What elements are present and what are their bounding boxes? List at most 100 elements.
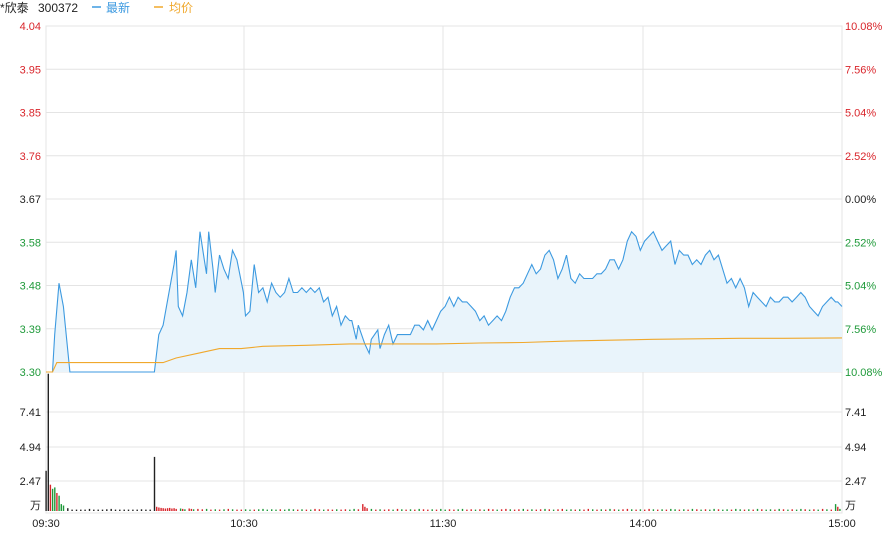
time-tick-label: 14:00 xyxy=(629,518,657,530)
volume-bar xyxy=(357,509,360,511)
volume-bar xyxy=(579,509,581,511)
average-price-line xyxy=(46,337,843,373)
volume-bar xyxy=(466,509,468,511)
volume-unit-label: 万 xyxy=(845,500,856,512)
volume-bar xyxy=(748,509,750,511)
price-plot xyxy=(46,230,843,373)
time-tick-label: 15:00 xyxy=(828,518,856,530)
volume-bar xyxy=(661,509,663,511)
volume-bar xyxy=(292,509,295,511)
volume-bar xyxy=(821,508,824,511)
price-tick-label: 4.04 xyxy=(20,21,41,33)
volume-bar xyxy=(739,509,741,511)
volume-bar xyxy=(431,509,433,511)
volume-bar xyxy=(160,507,162,511)
volume-bar xyxy=(49,484,52,511)
volume-bar xyxy=(795,509,798,511)
volume-bar xyxy=(813,509,815,511)
volume-bar xyxy=(305,509,308,511)
price-axis-left: 4.04 3.95 3.85 3.76 3.67 3.58 3.48 3.39 3.30 xyxy=(20,21,41,379)
percent-tick-label: 10.08% xyxy=(845,21,883,33)
volume-bar xyxy=(140,509,143,511)
volume-bar xyxy=(188,508,190,511)
volume-bar xyxy=(735,508,737,511)
volume-bar xyxy=(314,508,316,511)
time-tick-label: 10:30 xyxy=(230,518,258,530)
volume-bar xyxy=(743,509,746,511)
volume-bar xyxy=(123,509,125,511)
percent-tick-label: 7.56% xyxy=(845,324,876,336)
volume-bar xyxy=(652,509,655,511)
volume-bar xyxy=(474,509,477,511)
volume-bar xyxy=(405,509,407,511)
volume-bar xyxy=(331,509,334,511)
legend-latest-label: 最新 xyxy=(106,0,130,15)
volume-bar xyxy=(509,509,511,511)
volume-bar xyxy=(483,509,485,511)
volume-bar xyxy=(366,508,368,511)
volume-bar xyxy=(279,509,281,511)
volume-bar xyxy=(631,509,633,511)
volume-bar xyxy=(782,509,785,511)
volume-bar xyxy=(244,509,247,511)
volume-bar xyxy=(396,508,399,511)
volume-bar xyxy=(214,509,216,511)
volume-bar xyxy=(674,509,676,511)
volume-bar xyxy=(635,509,637,511)
volume-bar xyxy=(713,508,715,511)
volume-bar xyxy=(505,508,507,511)
volume-bar xyxy=(88,508,91,511)
volume-bar xyxy=(730,509,733,511)
percent-axis-right: 10.08% 7.56% 5.04% 2.52% 0.00% 2.52% 5.04% 7.56… xyxy=(845,21,883,379)
volume-axis-right: 7.41 4.94 2.47 万 xyxy=(845,407,866,512)
volume-tick-label: 4.94 xyxy=(845,442,866,454)
volume-bar xyxy=(808,509,811,511)
legend-avg-label: 均价 xyxy=(169,1,193,15)
volume-bar xyxy=(644,509,646,511)
volume-bar xyxy=(440,508,442,511)
price-tick-label: 3.58 xyxy=(20,237,41,249)
volume-bar xyxy=(774,509,776,511)
volume-bar xyxy=(414,509,416,511)
volume-bar xyxy=(383,509,386,511)
volume-bar xyxy=(169,507,171,511)
volume-bar xyxy=(284,509,286,511)
percent-tick-label: 5.04% xyxy=(845,108,876,120)
volume-bar xyxy=(700,509,702,511)
volume-bar xyxy=(648,508,650,511)
volume-bar xyxy=(127,509,130,511)
volume-bar xyxy=(297,509,299,511)
volume-bar xyxy=(557,509,559,511)
volume-bar xyxy=(704,509,707,511)
volume-bar xyxy=(583,509,585,511)
volume-bar xyxy=(240,509,242,511)
price-tick-label: 3.67 xyxy=(20,194,41,206)
volume-bar xyxy=(761,509,763,511)
volume-bar xyxy=(54,487,56,511)
volume-bar xyxy=(596,509,598,511)
price-tick-label: 3.30 xyxy=(20,367,41,379)
volume-bar xyxy=(80,509,82,511)
volume-bar xyxy=(722,509,724,511)
volume-bar xyxy=(227,508,229,511)
price-tick-label: 3.39 xyxy=(20,324,41,336)
volume-bar xyxy=(605,509,607,511)
volume-bar xyxy=(531,509,533,511)
volume-bar xyxy=(500,509,503,511)
volume-bar xyxy=(132,509,134,511)
percent-tick-label: 0.00% xyxy=(845,194,876,206)
volume-bar xyxy=(457,509,459,511)
volume-bar xyxy=(804,509,806,511)
volume-bar xyxy=(171,508,173,511)
volume-bar xyxy=(75,509,78,511)
volume-bar xyxy=(487,508,490,511)
volume-bar xyxy=(752,509,754,511)
volume-bar xyxy=(110,508,112,511)
percent-tick-label: 2.52% xyxy=(845,151,876,163)
volume-bar xyxy=(173,508,175,511)
volume-bar xyxy=(839,508,841,511)
volume-bar xyxy=(778,508,780,511)
volume-bar xyxy=(787,509,789,511)
volume-bar xyxy=(448,509,451,511)
volume-bar xyxy=(349,509,351,511)
